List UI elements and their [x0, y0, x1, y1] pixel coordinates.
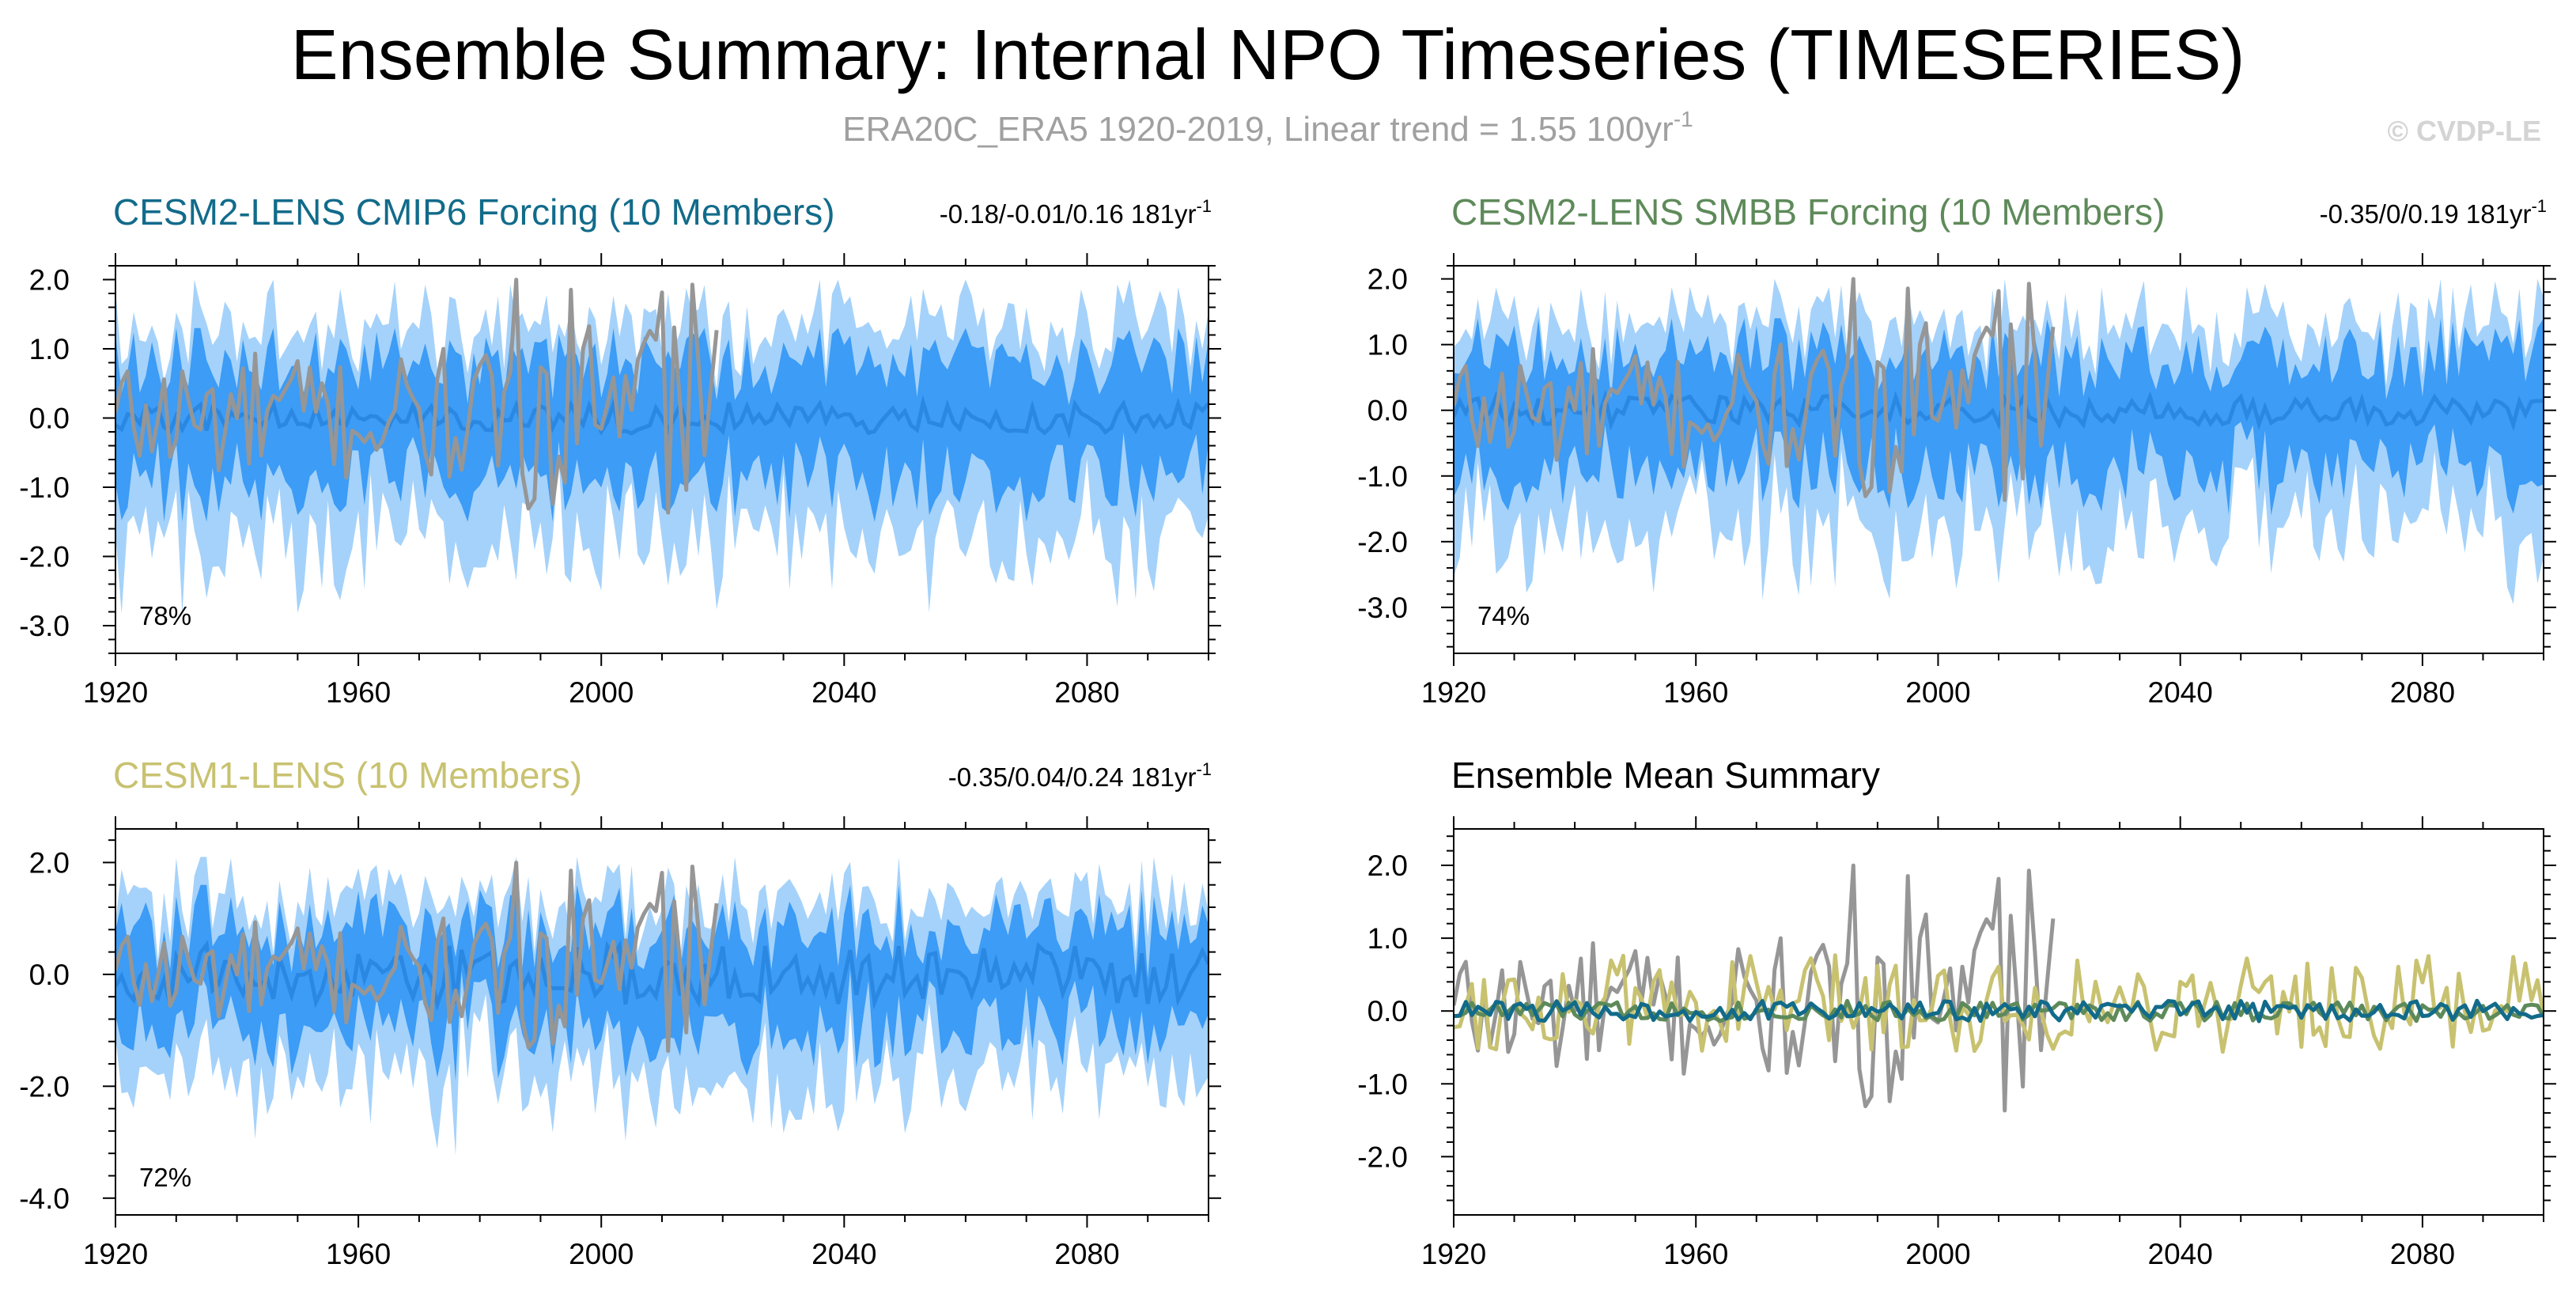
panel-stat-superscript: -1	[1196, 759, 1212, 779]
ensemble-mean-line	[115, 940, 1209, 1012]
y-tick-label: 0.0	[1367, 395, 1408, 427]
y-tick-label: -2.0	[1357, 526, 1408, 558]
x-tick-label: 1920	[83, 676, 148, 709]
panel-title: CESM2-LENS SMBB Forcing (10 Members)	[1451, 191, 2165, 233]
x-tick-label: 2080	[2390, 1238, 2455, 1270]
y-tick-label: 0.0	[29, 959, 70, 991]
y-tick-label: -1.0	[1357, 460, 1408, 493]
observed-line	[1454, 277, 2056, 502]
x-tick-label: 2040	[2148, 1238, 2213, 1270]
series-line-cesm2-cmip6	[1454, 998, 2544, 1024]
panel-stat-text: -0.35/0/0.19 181yr	[2320, 199, 2532, 229]
x-tick-label: 2040	[811, 1238, 876, 1270]
subtitle-superscript: -1	[1674, 107, 1693, 131]
x-tick-label: 2000	[569, 1238, 634, 1270]
series-line-observed	[1454, 863, 2056, 1113]
panel-cesm1: 1920 1960 2000 2040 2080 2.0 0.0 -2.0 -4.0 CESM1-…	[19, 755, 1221, 1270]
figure-title: Ensemble Summary: Internal NPO Timeserie…	[291, 16, 2245, 95]
panel-stat-superscript: -1	[2531, 196, 2547, 216]
panel-stat-superscript: -1	[1196, 196, 1212, 216]
y-tick-label: -2.0	[1357, 1141, 1408, 1173]
x-tick-label: 1960	[326, 676, 391, 709]
panel-percent: 72%	[139, 1163, 191, 1192]
panel-title: Ensemble Mean Summary	[1451, 755, 1880, 796]
subtitle-text: ERA20C_ERA5 1920-2019, Linear trend = 1.…	[842, 110, 1674, 149]
y-tick-label: -3.0	[19, 610, 70, 642]
y-tick-label: -2.0	[19, 1070, 70, 1103]
x-tick-label: 1920	[1421, 1238, 1486, 1270]
panel-stat-text: -0.18/-0.01/0.16 181yr	[940, 199, 1197, 229]
y-tick-label: 2.0	[1367, 849, 1408, 882]
inner-spread-band	[115, 884, 1209, 1081]
series-line-cesm1	[1454, 953, 2544, 1054]
x-tick-label: 1960	[326, 1238, 391, 1270]
credit-label: © CVDP-LE	[2387, 115, 2541, 147]
y-tick-label: 2.0	[1367, 263, 1408, 296]
x-tick-label: 2080	[1054, 1238, 1119, 1270]
x-tick-label: 2000	[1905, 1238, 1970, 1270]
ensemble-mean-line	[115, 395, 1209, 439]
x-tick-label: 2040	[2148, 676, 2213, 709]
panel-title: CESM2-LENS CMIP6 Forcing (10 Members)	[113, 191, 835, 233]
x-tick-label: 1960	[1663, 676, 1728, 709]
y-tick-label: -1.0	[19, 471, 70, 504]
panel-percent: 78%	[139, 601, 191, 630]
y-tick-label: -3.0	[1357, 592, 1408, 624]
panel-stat: -0.35/0/0.19 181yr-1	[2320, 196, 2547, 229]
panel-stat-text: -0.35/0.04/0.24 181yr	[948, 762, 1197, 792]
y-tick-label: 0.0	[29, 403, 70, 435]
plot-area	[115, 857, 1209, 1156]
observed-line	[115, 278, 719, 515]
y-tick-label: 0.0	[1367, 995, 1408, 1027]
y-tick-label: 1.0	[1367, 329, 1408, 361]
x-tick-label: 2040	[811, 676, 876, 709]
plot-area	[1454, 277, 2544, 604]
x-tick-label: 2080	[1054, 676, 1119, 709]
observed-line	[115, 861, 719, 1054]
y-tick-label: -1.0	[1357, 1068, 1408, 1100]
x-tick-label: 2000	[1905, 676, 1970, 709]
y-tick-label: -2.0	[19, 541, 70, 573]
panel-ensemble-mean-summary: 1920 1960 2000 2040 2080 2.0 1.0 0.0 -1.0 -2.0 Ens…	[1357, 755, 2556, 1270]
panel-stat: -0.18/-0.01/0.16 181yr-1	[940, 196, 1212, 229]
x-tick-label: 2000	[569, 676, 634, 709]
x-tick-label: 1920	[1421, 676, 1486, 709]
panel-title: CESM1-LENS (10 Members)	[113, 755, 582, 796]
panel-percent: 74%	[1477, 601, 1530, 630]
y-tick-label: 1.0	[1367, 922, 1408, 955]
y-tick-label: 2.0	[29, 846, 70, 879]
figure-subtitle: ERA20C_ERA5 1920-2019, Linear trend = 1.…	[842, 107, 1693, 149]
plot-area	[115, 278, 1209, 617]
y-tick-label: 1.0	[29, 333, 70, 365]
y-tick-label: -4.0	[19, 1182, 70, 1215]
x-tick-label: 1920	[83, 1238, 148, 1270]
x-tick-label: 1960	[1663, 1238, 1728, 1270]
panel-cesm2-smbb: 1920 1960 2000 2040 2080 2.0 1.0 0.0 -1.0 -2.0 -3.…	[1357, 191, 2556, 709]
x-tick-label: 2080	[2390, 676, 2455, 709]
panel-stat: -0.35/0.04/0.24 181yr-1	[948, 759, 1212, 792]
plot-area	[1454, 863, 2544, 1113]
inner-spread-band	[115, 327, 1209, 522]
series-line-cesm2-smbb	[1454, 998, 2544, 1024]
panel-cesm2-cmip6: 1920 1960 2000 2040 2080 2.0 1.0 0.0 -1.0 -2.0 -3.…	[19, 191, 1221, 709]
ensemble-mean-line	[1454, 389, 2544, 432]
y-tick-label: 2.0	[29, 264, 70, 297]
